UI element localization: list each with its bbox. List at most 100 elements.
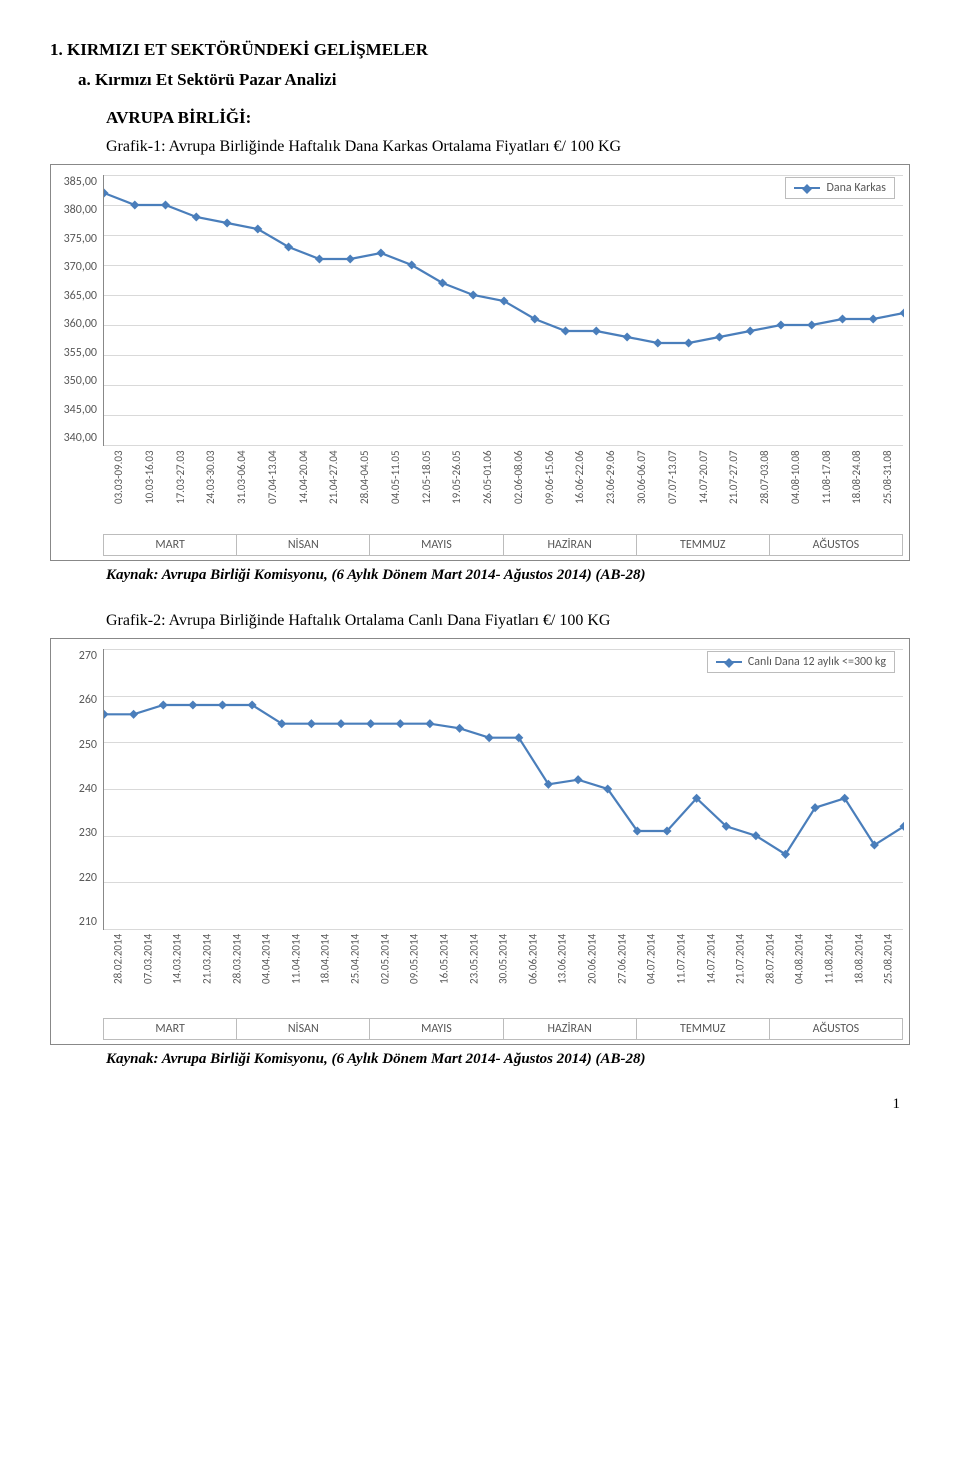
series-marker xyxy=(807,320,816,329)
series-marker xyxy=(104,188,109,197)
month-cell: MART xyxy=(104,1019,236,1039)
month-cell: AĞUSTOS xyxy=(769,1019,902,1039)
series-marker xyxy=(715,332,724,341)
heading-section: AVRUPA BİRLİĞİ: xyxy=(106,108,910,128)
plot-area: Dana Karkas xyxy=(103,175,903,446)
x-tick-label: 10.03-16.03 xyxy=(134,450,165,530)
x-tick-label: 28.07-03.08 xyxy=(749,450,780,530)
month-cell: TEMMUZ xyxy=(636,535,769,555)
series-marker xyxy=(188,700,197,709)
x-tick-label: 18.08.2014 xyxy=(844,934,874,1014)
x-tick-label: 18.04.2014 xyxy=(310,934,340,1014)
x-tick-label: 04.05-11.05 xyxy=(380,450,411,530)
month-cell: MAYIS xyxy=(369,1019,502,1039)
x-axis: 03.03-09.0310.03-16.0317.03-27.0324.03-3… xyxy=(103,450,903,530)
y-tick-label: 360,00 xyxy=(57,317,97,331)
series-marker xyxy=(192,212,201,221)
y-tick-label: 230 xyxy=(57,826,97,840)
x-tick-label: 07.03.2014 xyxy=(133,934,163,1014)
x-tick-label: 19.05-26.05 xyxy=(441,450,472,530)
x-tick-label: 23.05.2014 xyxy=(459,934,489,1014)
x-tick-label: 11.08-17.08 xyxy=(811,450,842,530)
month-cell: HAZİRAN xyxy=(503,1019,636,1039)
y-tick-label: 250 xyxy=(57,738,97,752)
series-svg xyxy=(104,175,904,445)
y-tick-label: 380,00 xyxy=(57,203,97,217)
x-tick-label: 09.06-15.06 xyxy=(534,450,565,530)
series-marker xyxy=(407,260,416,269)
series-marker xyxy=(684,338,693,347)
y-tick-label: 345,00 xyxy=(57,403,97,417)
series-marker xyxy=(346,254,355,263)
x-tick-label: 14.07-20.07 xyxy=(688,450,719,530)
series-marker xyxy=(746,326,755,335)
y-tick-label: 350,00 xyxy=(57,374,97,388)
gridline xyxy=(104,929,903,930)
series-marker xyxy=(284,242,293,251)
heading-a: a. Kırmızı Et Sektörü Pazar Analizi xyxy=(78,70,910,90)
y-tick-label: 270 xyxy=(57,649,97,663)
series-line xyxy=(104,193,904,343)
x-tick-label: 21.03.2014 xyxy=(192,934,222,1014)
series-marker xyxy=(425,719,434,728)
x-tick-label: 25.08-31.08 xyxy=(872,450,903,530)
x-tick-label: 31.03-06.04 xyxy=(226,450,257,530)
x-tick-label: 16.05.2014 xyxy=(429,934,459,1014)
series-marker xyxy=(561,326,570,335)
chart1-title: Grafik-1: Avrupa Birliğinde Haftalık Dan… xyxy=(106,138,910,156)
month-cell: MART xyxy=(104,535,236,555)
x-tick-label: 07.07-13.07 xyxy=(657,450,688,530)
series-marker xyxy=(336,719,345,728)
y-tick-label: 370,00 xyxy=(57,260,97,274)
y-tick-label: 210 xyxy=(57,915,97,929)
chart2-source: Kaynak: Avrupa Birliği Komisyonu, (6 Ayl… xyxy=(106,1051,910,1068)
series-marker xyxy=(574,775,583,784)
x-tick-label: 28.04-04.05 xyxy=(349,450,380,530)
series-marker xyxy=(366,719,375,728)
month-cell: AĞUSTOS xyxy=(769,535,902,555)
x-tick-label: 04.07.2014 xyxy=(636,934,666,1014)
chart2-title: Grafik-2: Avrupa Birliğinde Haftalık Ort… xyxy=(106,612,910,630)
heading-1: 1. KIRMIZI ET SEKTÖRÜNDEKİ GELİŞMELER xyxy=(50,40,910,60)
month-cell: MAYIS xyxy=(369,535,502,555)
series-marker xyxy=(499,296,508,305)
y-tick-label: 375,00 xyxy=(57,232,97,246)
series-marker xyxy=(376,248,385,257)
x-tick-label: 02.06-08.06 xyxy=(503,450,534,530)
x-tick-label: 28.02.2014 xyxy=(103,934,133,1014)
months-row: MARTNİSANMAYISHAZİRANTEMMUZAĞUSTOS xyxy=(103,534,903,556)
x-tick-label: 11.08.2014 xyxy=(814,934,844,1014)
series-marker xyxy=(159,700,168,709)
plot-row: 270260250240230220210Canlı Dana 12 aylık… xyxy=(57,649,903,930)
x-tick-label: 28.07.2014 xyxy=(755,934,785,1014)
x-tick-label: 03.03-09.03 xyxy=(103,450,134,530)
y-axis: 270260250240230220210 xyxy=(57,649,103,929)
series-marker xyxy=(129,710,138,719)
series-marker xyxy=(469,290,478,299)
y-tick-label: 385,00 xyxy=(57,175,97,189)
series-marker xyxy=(315,254,324,263)
x-tick-label: 27.06.2014 xyxy=(607,934,637,1014)
y-tick-label: 365,00 xyxy=(57,289,97,303)
series-marker xyxy=(899,308,904,317)
series-marker xyxy=(653,338,662,347)
x-tick-label: 14.03.2014 xyxy=(162,934,192,1014)
x-tick-label: 26.05-01.06 xyxy=(472,450,503,530)
series-marker xyxy=(869,314,878,323)
series-marker xyxy=(530,314,539,323)
series-marker xyxy=(161,200,170,209)
y-tick-label: 355,00 xyxy=(57,346,97,360)
x-tick-label: 11.04.2014 xyxy=(281,934,311,1014)
series-marker xyxy=(396,719,405,728)
x-tick-label: 07.04-13.04 xyxy=(257,450,288,530)
series-marker xyxy=(223,218,232,227)
chart1-source: Kaynak: Avrupa Birliği Komisyonu, (6 Ayl… xyxy=(106,567,910,584)
x-tick-label: 24.03-30.03 xyxy=(195,450,226,530)
chart1-container: 385,00 380,00 375,00 370,00 365,00 360,00 355,… xyxy=(50,164,910,561)
series-marker xyxy=(218,700,227,709)
plot-area: Canlı Dana 12 aylık <=300 kg xyxy=(103,649,903,930)
x-tick-label: 17.03-27.03 xyxy=(165,450,196,530)
series-marker xyxy=(130,200,139,209)
gridline xyxy=(104,445,903,446)
x-tick-label: 04.04.2014 xyxy=(251,934,281,1014)
